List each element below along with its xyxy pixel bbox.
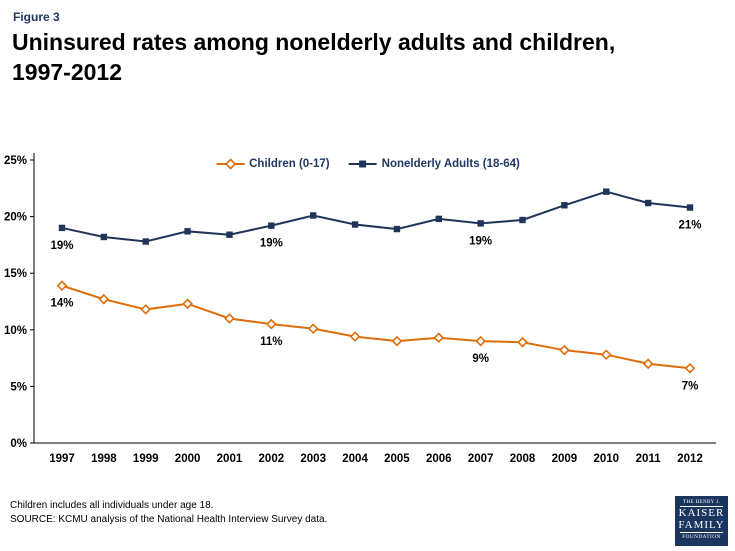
y-tick-label: 5% <box>10 381 27 393</box>
x-tick-label: 2000 <box>175 453 201 465</box>
y-tick-label: 0% <box>10 438 27 450</box>
x-tick-label: 2005 <box>384 453 410 465</box>
x-tick-label: 2002 <box>259 453 285 465</box>
data-point-diamond <box>140 304 152 315</box>
data-point-diamond <box>517 336 528 348</box>
x-tick-label: 2012 <box>677 453 703 465</box>
data-point-square <box>393 225 401 233</box>
data-point-diamond <box>182 298 193 310</box>
chart-legend: Children (0-17) Nonelderly Adults (18-64… <box>215 158 520 170</box>
point-label: 11% <box>260 336 282 348</box>
legend-label-adults: Nonelderly Adults (18-64) <box>381 158 520 170</box>
diamond-marker-icon <box>216 158 245 170</box>
kff-logo: THE HENRY J. KAISER FAMILY FOUNDATION <box>675 496 728 546</box>
data-point-square <box>519 216 526 224</box>
figure-label: Figure 3 <box>13 10 60 24</box>
y-tick-label: 15% <box>4 268 27 280</box>
x-tick-label: 2009 <box>552 453 578 465</box>
footnote: Children includes all individuals under … <box>10 500 214 511</box>
data-point-square <box>686 204 694 211</box>
data-point-square <box>268 222 275 229</box>
chart-area: 0% 5% 10% 15% 20% 25% 1997 1998 1999 2000 2001 2002… <box>0 148 735 488</box>
logo-line-foundation: FOUNDATION <box>680 532 723 540</box>
data-point-diamond <box>391 335 403 347</box>
line-chart: 0% 5% 10% 15% 20% 25% 1997 1998 1999 2000 2001 2002… <box>4 153 716 465</box>
y-tick-label: 10% <box>4 325 27 337</box>
x-tick-label: 1997 <box>49 453 75 465</box>
x-tick-label: 2011 <box>636 453 662 465</box>
point-label: 19% <box>50 240 73 252</box>
data-point-square <box>561 202 568 209</box>
x-tick-label: 1998 <box>91 453 117 465</box>
footer-notes: Children includes all individuals under … <box>10 499 327 527</box>
data-point-diamond <box>433 332 445 344</box>
page-title: Uninsured rates among nonelderly adults … <box>12 29 616 85</box>
y-tick-label: 20% <box>4 212 27 224</box>
data-point-square <box>100 233 108 241</box>
data-point-diamond <box>98 293 110 305</box>
x-tick-label: 2007 <box>468 453 494 465</box>
x-tick-label: 2001 <box>217 453 243 465</box>
data-point-square <box>58 224 66 232</box>
data-point-square <box>351 221 359 228</box>
logo-line-kaiser: KAISER <box>678 507 725 519</box>
source-note: SOURCE: KCMU analysis of the National He… <box>10 514 328 525</box>
data-point-square <box>184 228 191 235</box>
data-point-diamond <box>266 318 277 330</box>
point-label: 14% <box>50 298 73 310</box>
data-point-diamond <box>642 358 654 370</box>
x-tick-label: 2006 <box>426 453 452 465</box>
data-point-square <box>603 188 610 195</box>
logo-line-family: FAMILY <box>678 518 725 531</box>
x-tick-label: 2003 <box>300 453 326 465</box>
series-line-1 <box>61 190 691 243</box>
data-point-diamond <box>349 331 361 342</box>
legend-label-children: Children (0-17) <box>249 158 330 170</box>
data-point-square <box>435 215 442 223</box>
point-label: 19% <box>260 238 283 250</box>
data-point-square <box>142 238 149 245</box>
legend-item-children: Children (0-17) <box>215 158 330 170</box>
data-point-diamond <box>224 313 235 324</box>
x-tick-label: 2008 <box>510 453 536 465</box>
data-point-square <box>477 220 484 227</box>
y-tick-label: 25% <box>4 155 27 167</box>
legend-item-adults: Nonelderly Adults (18-64) <box>348 158 520 170</box>
data-point-diamond <box>307 323 319 334</box>
data-point-diamond <box>600 349 612 361</box>
x-tick-label: 2004 <box>342 453 368 465</box>
point-label: 7% <box>682 380 699 392</box>
data-point-diamond <box>559 344 570 356</box>
x-tick-label: 2010 <box>593 453 619 465</box>
square-marker-icon <box>348 160 377 168</box>
point-label: 21% <box>678 220 701 232</box>
series-line-0 <box>61 284 691 370</box>
logo-line-henry: THE HENRY J. <box>680 500 723 507</box>
data-point-diamond <box>56 280 68 291</box>
x-tick-label: 1999 <box>133 453 159 465</box>
data-point-square <box>226 231 233 238</box>
data-point-diamond <box>475 335 486 347</box>
data-point-square <box>310 212 317 219</box>
data-point-diamond <box>684 362 696 374</box>
point-label: 9% <box>472 353 489 365</box>
point-label: 19% <box>469 235 492 247</box>
data-point-square <box>644 199 652 207</box>
